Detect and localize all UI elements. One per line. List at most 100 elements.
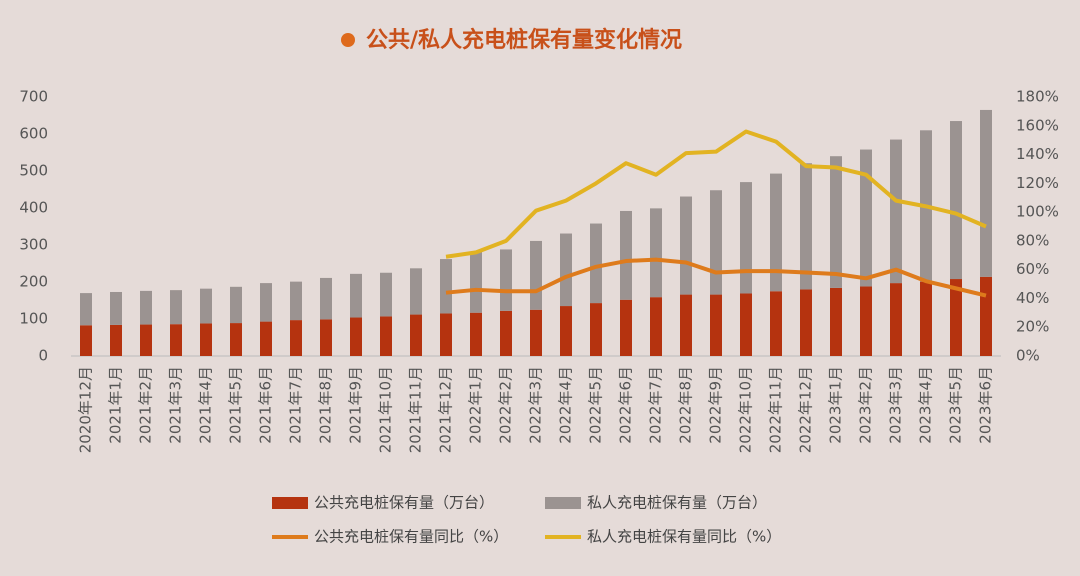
bar (350, 273, 362, 318)
bar (80, 293, 92, 326)
bar (230, 323, 242, 356)
x-tick-label: 2023年6月 (977, 366, 995, 444)
x-tick-label: 2022年10月 (737, 366, 755, 453)
bar (260, 283, 272, 322)
bar (740, 293, 752, 356)
y-tick-label: 400 (19, 199, 48, 217)
bar (140, 290, 152, 325)
bar (290, 281, 302, 321)
x-tick-label: 2022年4月 (557, 366, 575, 444)
x-tick-label: 2022年8月 (677, 366, 695, 444)
x-tick-label: 2021年7月 (287, 366, 305, 444)
x-tick-label: 2023年5月 (947, 366, 965, 444)
x-tick-label: 2022年5月 (587, 366, 605, 444)
y-tick-label: 500 (19, 162, 48, 180)
x-tick-label: 2022年12月 (797, 366, 815, 453)
y2-tick-label: 40% (1016, 289, 1049, 307)
bar (200, 323, 212, 356)
x-tick-label: 2022年3月 (527, 366, 545, 444)
bar (170, 290, 182, 325)
bar (200, 288, 212, 324)
x-tick-label: 2021年2月 (137, 366, 155, 444)
bar (920, 281, 932, 356)
bar (830, 156, 842, 288)
y-tick-label: 100 (19, 310, 48, 328)
bar (140, 324, 152, 356)
bar (980, 109, 992, 277)
line (445, 129, 987, 259)
x-tick-label: 2023年4月 (917, 366, 935, 444)
bar (680, 196, 692, 295)
bar (710, 294, 722, 356)
x-tick-label: 2022年2月 (497, 366, 515, 444)
y2-tick-label: 140% (1016, 145, 1059, 163)
legend-label: 私人充电桩保有量（万台） (587, 494, 767, 512)
y-tick-label: 700 (19, 88, 48, 106)
x-tick-label: 2021年8月 (317, 366, 335, 444)
bar (350, 317, 362, 356)
x-tick-label: 2021年12月 (437, 366, 455, 453)
x-tick-label: 2022年11月 (767, 366, 785, 453)
y2-tick-label: 120% (1016, 174, 1059, 192)
bar (860, 286, 872, 356)
y2-tick-label: 100% (1016, 203, 1059, 221)
bar (290, 320, 302, 356)
legend-label: 私人充电桩保有量同比（%） (587, 528, 781, 546)
bar (770, 291, 782, 356)
bar (410, 268, 422, 315)
bar (770, 173, 782, 292)
bar (800, 289, 812, 356)
bar (830, 287, 842, 356)
x-tick-label: 2021年1月 (107, 366, 125, 444)
x-tick-label: 2021年3月 (167, 366, 185, 444)
y-tick-label: 300 (19, 236, 48, 254)
bar (500, 310, 512, 356)
x-tick-label: 2021年10月 (377, 366, 395, 453)
bar (230, 286, 242, 324)
bar (530, 309, 542, 356)
bar (560, 233, 572, 307)
y2-tick-label: 20% (1016, 318, 1049, 336)
x-tick-label: 2022年9月 (707, 366, 725, 444)
bar (440, 313, 452, 356)
bar (470, 251, 482, 313)
y-tick-label: 200 (19, 273, 48, 291)
legend-swatch (545, 497, 581, 509)
bar (680, 294, 692, 356)
line (445, 257, 987, 298)
bar (170, 324, 182, 356)
x-tick-label: 2021年5月 (227, 366, 245, 444)
x-tick-label: 2022年6月 (617, 366, 635, 444)
y2-tick-label: 80% (1016, 231, 1049, 249)
y2-tick-label: 0% (1016, 347, 1040, 365)
bar (380, 272, 392, 317)
x-tick-label: 2021年6月 (257, 366, 275, 444)
bar (110, 324, 122, 356)
x-tick-label: 2021年11月 (407, 366, 425, 453)
y2-tick-label: 180% (1016, 88, 1059, 106)
bar (590, 303, 602, 356)
x-tick-label: 2020年12月 (77, 366, 95, 453)
bar (800, 163, 812, 290)
bar (980, 276, 992, 356)
bar (740, 182, 752, 294)
bar (530, 240, 542, 310)
legend-swatch (272, 497, 308, 509)
x-tick-label: 2022年7月 (647, 366, 665, 444)
y-tick-label: 600 (19, 125, 48, 143)
bar (440, 259, 452, 314)
y2-tick-label: 60% (1016, 260, 1049, 278)
bar (320, 277, 332, 320)
bar (620, 210, 632, 300)
x-tick-label: 2021年9月 (347, 366, 365, 444)
bar (110, 291, 122, 325)
title-dot (341, 33, 355, 47)
legend-label: 公共充电桩保有量同比（%） (314, 528, 508, 546)
bar (620, 299, 632, 356)
bar (380, 316, 392, 356)
y-tick-label: 0 (38, 347, 48, 365)
chart-title: 公共/私人充电桩保有量变化情况 (366, 27, 682, 53)
bar (410, 314, 422, 356)
bar (320, 319, 332, 356)
